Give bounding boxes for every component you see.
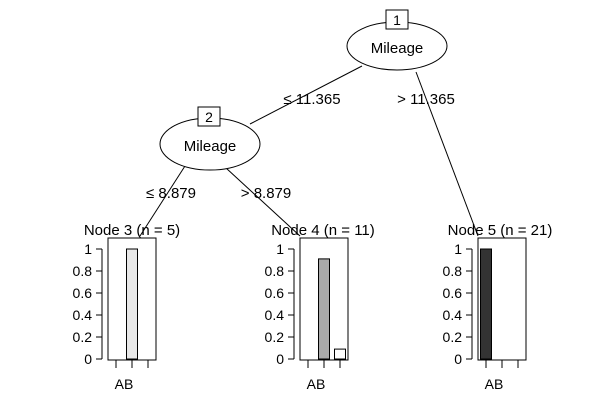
edge-label-inner-right: > 8.879: [241, 185, 291, 202]
leaf-title: Node 3 (n = 5): [84, 222, 180, 239]
node-id-1: 1: [393, 12, 401, 28]
leaf-node-5: Node 5 (n = 21) 1 0.8 0.6 0.4 0.2 0 AB: [443, 222, 553, 392]
y-tick-label: 0.2: [73, 329, 93, 345]
x-category-label: AB: [307, 376, 326, 392]
leaf-title: Node 5 (n = 21): [448, 222, 553, 239]
split-node-1: 1 Mileage: [346, 9, 448, 71]
split-variable-label: Mileage: [184, 138, 237, 155]
y-tick-label: 1: [276, 241, 284, 257]
x-category-label: AB: [485, 376, 504, 392]
y-tick-label: 0.4: [265, 307, 285, 323]
y-tick-label: 0.8: [73, 263, 93, 279]
y-tick-label: 0.2: [443, 329, 463, 345]
y-tick-label: 0.8: [443, 263, 463, 279]
y-tick-label: 0.6: [443, 285, 463, 301]
y-tick-label: 0.4: [73, 307, 93, 323]
split-node-2: 2 Mileage: [159, 106, 261, 171]
leaf-node-4: Node 4 (n = 11) 1 0.8 0.6 0.4 0.2 0 AB: [265, 222, 375, 392]
y-tick-label: 0: [84, 351, 92, 367]
y-tick-label: 0: [454, 351, 462, 367]
y-tick-label: 0.2: [265, 329, 285, 345]
leaf-node-3: Node 3 (n = 5) 1 0.8 0.6 0.4 0.2 0 AB: [73, 222, 181, 392]
y-tick-label: 1: [454, 241, 462, 257]
node-id-box-2: [197, 106, 221, 127]
y-tick-label: 0.8: [265, 263, 285, 279]
bar-category-3: [334, 348, 346, 360]
node-id-2: 2: [205, 109, 213, 125]
edge-root-right: [415, 71, 479, 237]
bar-category-2: [318, 258, 330, 360]
edge-label-root-right: > 11.365: [397, 91, 455, 108]
edge-label-inner-left: ≤ 8.879: [146, 185, 196, 202]
y-tick-label: 0.6: [265, 285, 285, 301]
node-id-box-1: [385, 9, 409, 30]
edge-root-left: [249, 65, 363, 125]
x-category-label: AB: [115, 376, 134, 392]
y-tick-label: 1: [84, 241, 92, 257]
leaf-title: Node 4 (n = 11): [271, 222, 375, 239]
edge-label-root-left: ≤ 11.365: [283, 91, 340, 108]
bar-category-1: [480, 248, 492, 360]
y-tick-label: 0: [276, 351, 284, 367]
edge-inner-right: [225, 167, 301, 237]
bar-category-2: [126, 248, 138, 360]
y-tick-label: 0.4: [443, 307, 463, 323]
split-variable-label: Mileage: [371, 40, 424, 57]
edge-inner-left: [139, 165, 186, 237]
y-tick-label: 0.6: [73, 285, 93, 301]
